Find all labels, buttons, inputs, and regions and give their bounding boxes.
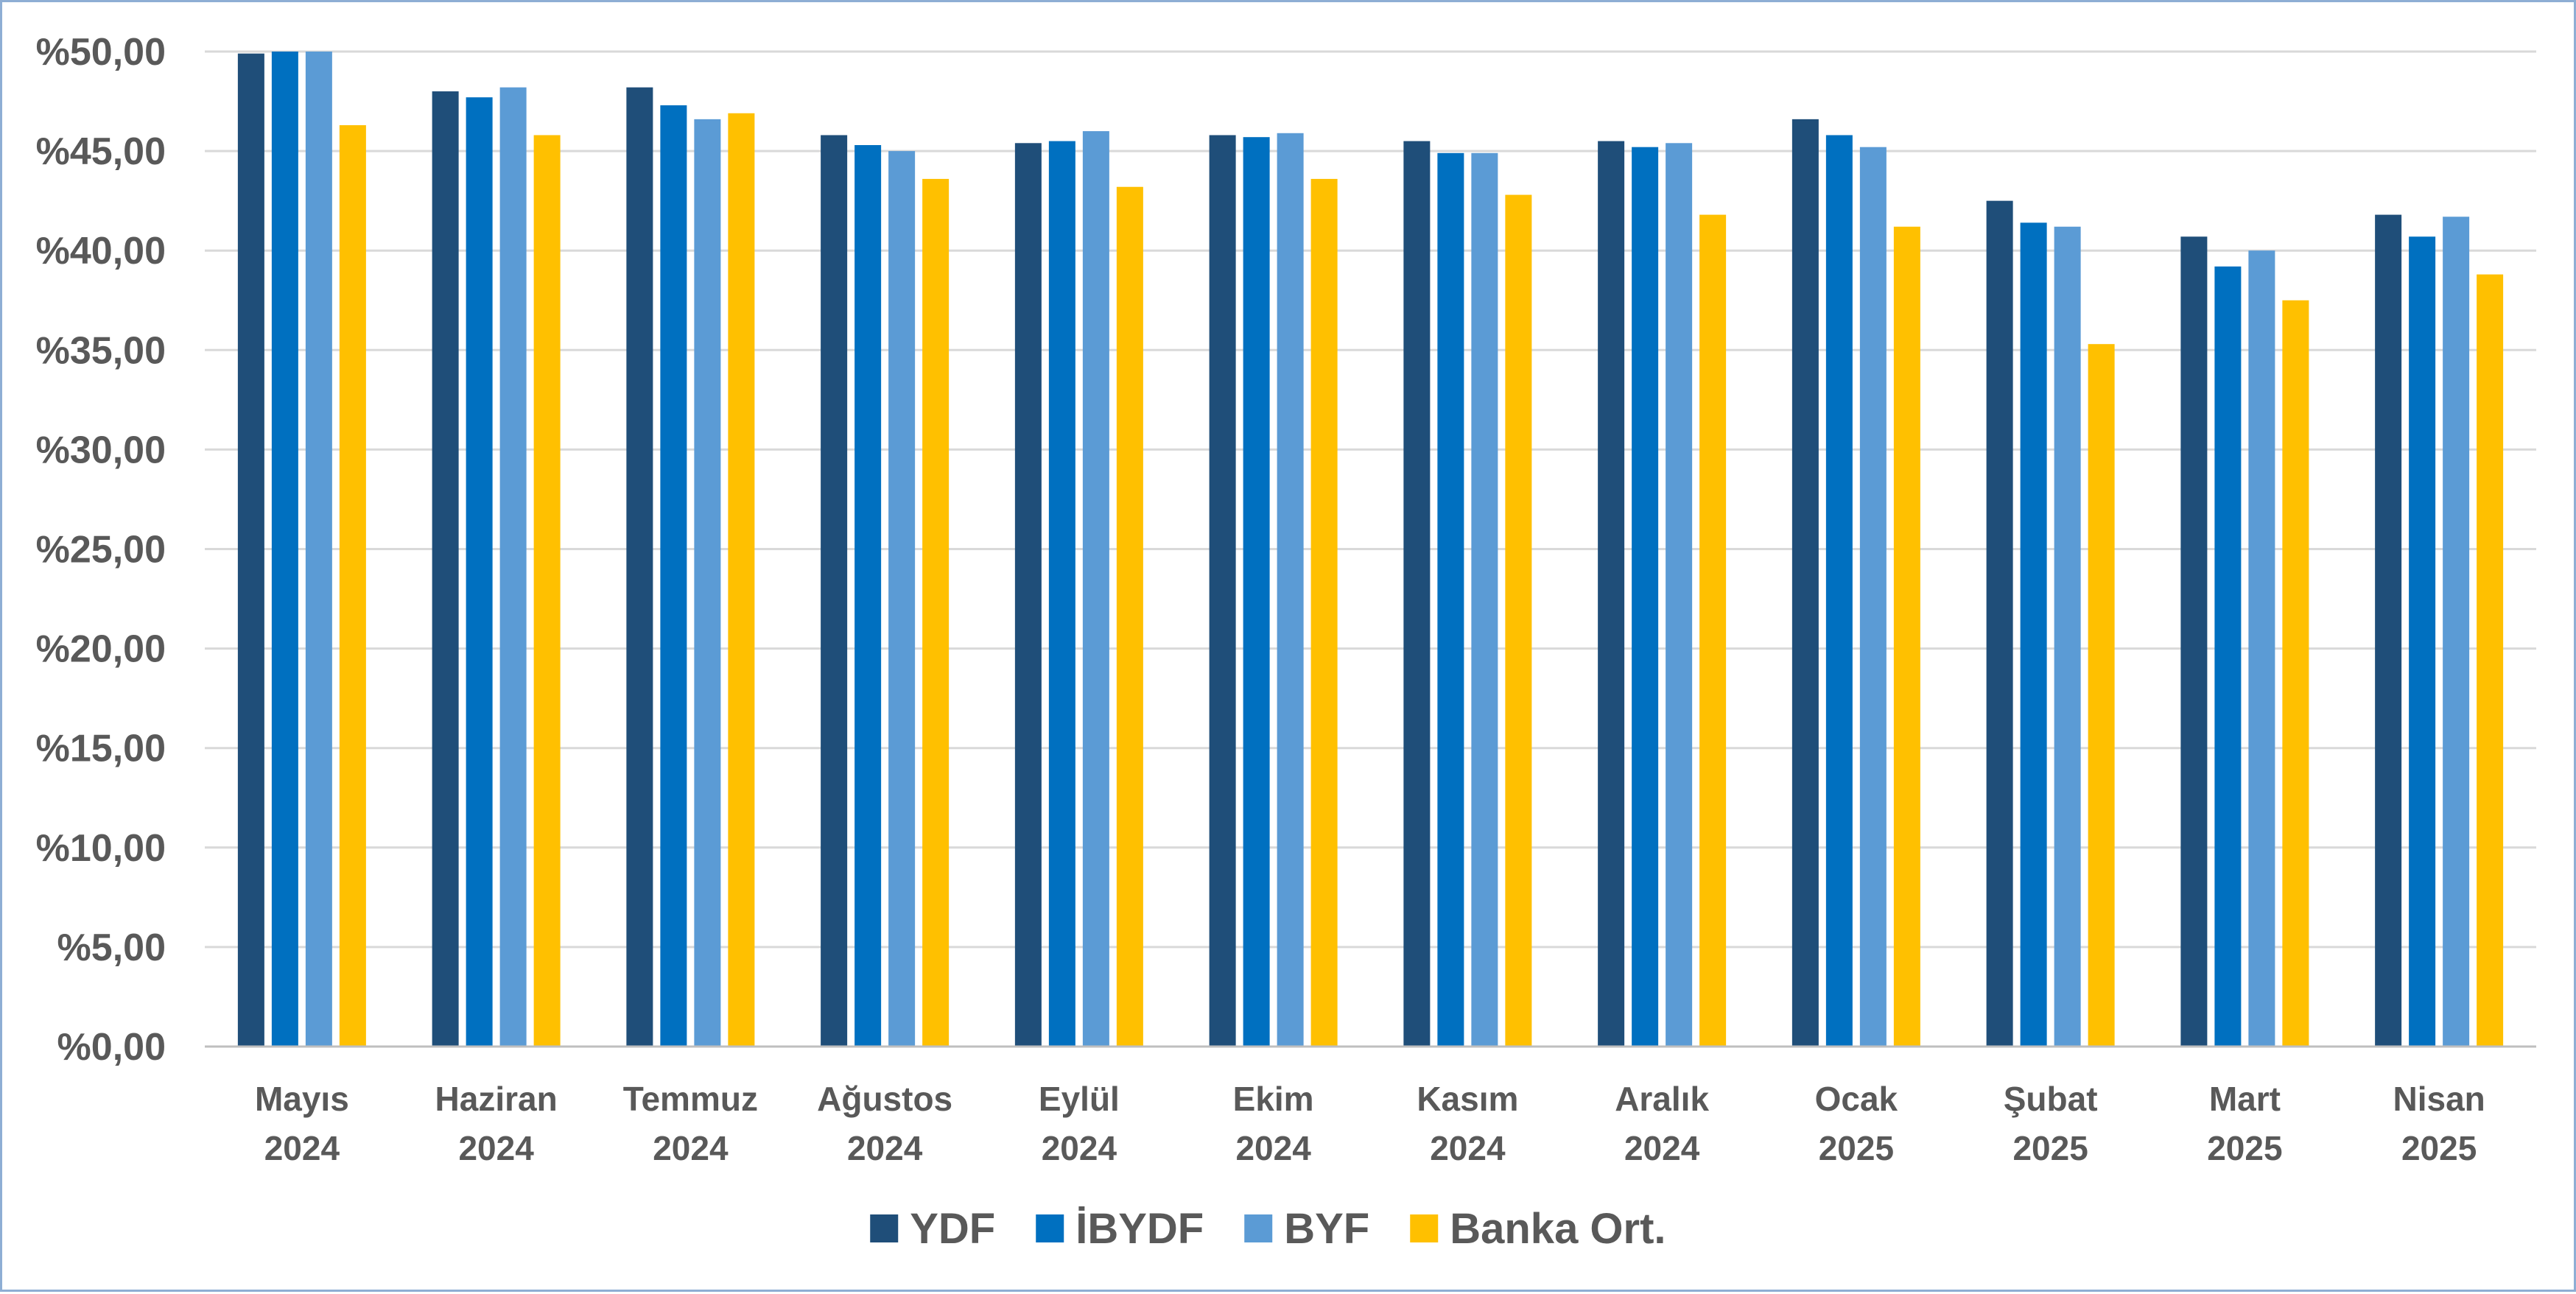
x-tick-label-mayis: Mayıs 2024 (255, 1080, 349, 1167)
x-tick-label-mart: Mart 2025 (2207, 1080, 2282, 1167)
bar-ibydf-agustos-2024 (854, 144, 882, 1047)
bar-byf-agustos-2024 (888, 151, 916, 1047)
bar-byf-kasim-2024 (1471, 152, 1498, 1047)
x-tick-label-ekim: Ekim 2024 (1233, 1080, 1314, 1167)
bar-banka-ort-aralik-2024 (1699, 214, 1727, 1047)
bar-byf-ekim-2024 (1277, 133, 1304, 1047)
bar-byf-ocak-2025 (1859, 147, 1887, 1047)
bar-ydf-kasim-2024 (1403, 141, 1431, 1047)
y-tick-label: %0,00 (57, 1026, 166, 1069)
bar-ibydf-haziran-2024 (466, 97, 493, 1047)
x-tick-label-eylul: Eylül 2024 (1039, 1080, 1120, 1167)
bar-ydf-haziran-2024 (432, 91, 459, 1047)
bar-byf-eylul-2024 (1082, 131, 1109, 1047)
x-tick-label-nisan: Nisan 2025 (2393, 1080, 2485, 1167)
bars (237, 52, 2504, 1047)
y-tick-label: %15,00 (36, 728, 166, 770)
bar-ibydf-subat-2025 (2020, 222, 2047, 1047)
y-axis-tick-labels: %0,00 %5,00 %10,00 %15,00 %20,00 %25,00 %30,00… (36, 31, 166, 1069)
legend-swatch (1410, 1214, 1439, 1242)
bar-byf-mayis-2024 (305, 52, 332, 1047)
bar-ibydf-nisan-2025 (2409, 236, 2436, 1047)
bar-ydf-temmuz-2024 (626, 87, 653, 1047)
bar-banka-ort-nisan-2025 (2477, 274, 2504, 1047)
bar-ibydf-ocak-2025 (1825, 135, 1853, 1047)
bar-banka-ort-kasim-2024 (1505, 194, 1532, 1047)
y-tick-label: %50,00 (36, 31, 166, 74)
bar-banka-ort-mayis-2024 (339, 124, 366, 1047)
bar-banka-ort-ocak-2025 (1893, 226, 1920, 1047)
bar-ydf-nisan-2025 (2375, 214, 2402, 1047)
legend-item-byf: BYF (1244, 1205, 1369, 1253)
bar-byf-haziran-2024 (499, 87, 527, 1047)
legend-swatch (1244, 1214, 1273, 1242)
x-tick-label-subat: Şubat 2025 (2004, 1080, 2098, 1167)
bar-byf-mart-2025 (2248, 250, 2275, 1047)
bar-banka-ort-mart-2025 (2282, 300, 2309, 1047)
bar-banka-ort-ekim-2024 (1310, 178, 1338, 1047)
x-tick-label-ocak: Ocak 2025 (1815, 1080, 1898, 1167)
legend-label: BYF (1284, 1205, 1369, 1253)
y-tick-label: %10,00 (36, 827, 166, 870)
x-tick-label-haziran: Haziran 2024 (435, 1080, 558, 1167)
y-tick-label: %40,00 (36, 230, 166, 272)
gridlines (205, 50, 2536, 949)
y-tick-label: %25,00 (36, 529, 166, 572)
bar-ibydf-mayis-2024 (271, 52, 298, 1047)
legend-item-ibydf: İBYDF (1036, 1205, 1204, 1253)
legend-item-banka-ort: Banka Ort. (1410, 1205, 1666, 1253)
bar-ibydf-temmuz-2024 (660, 105, 687, 1047)
x-tick-label-temmuz: Temmuz 2024 (623, 1080, 758, 1167)
x-tick-label-agustos: Ağustos 2024 (817, 1080, 952, 1167)
x-axis-tick-labels: Mayıs 2024 Haziran 2024 Temmuz 2024 Ağustos 202… (255, 1080, 2485, 1167)
y-tick-label: %30,00 (36, 429, 166, 471)
bar-ydf-mart-2025 (2180, 236, 2208, 1047)
x-tick-label-kasim: Kasım 2024 (1417, 1080, 1518, 1167)
bar-byf-nisan-2025 (2443, 217, 2470, 1047)
bar-byf-subat-2025 (2054, 226, 2081, 1047)
bar-banka-ort-eylul-2024 (1116, 186, 1143, 1047)
bar-ibydf-mart-2025 (2214, 266, 2242, 1047)
bar-banka-ort-haziran-2024 (533, 135, 561, 1047)
legend-item-ydf: YDF (870, 1205, 995, 1253)
bar-ibydf-kasim-2024 (1437, 152, 1464, 1047)
bar-ydf-eylul-2024 (1014, 143, 1042, 1047)
legend-label: Banka Ort. (1450, 1205, 1666, 1253)
bar-banka-ort-temmuz-2024 (728, 113, 755, 1047)
bar-banka-ort-subat-2025 (2088, 344, 2115, 1047)
legend-swatch (870, 1214, 899, 1242)
y-tick-label: %5,00 (57, 926, 166, 969)
y-tick-label: %35,00 (36, 329, 166, 372)
bar-byf-aralik-2024 (1666, 143, 1693, 1047)
bar-banka-ort-agustos-2024 (922, 178, 950, 1047)
bar-byf-temmuz-2024 (694, 119, 721, 1047)
legend-label: YDF (910, 1205, 995, 1253)
legend-label: İBYDF (1075, 1205, 1204, 1253)
legend-swatch (1036, 1214, 1064, 1242)
bar-ibydf-eylul-2024 (1048, 141, 1075, 1047)
bar-ibydf-ekim-2024 (1243, 137, 1270, 1047)
y-tick-label: %20,00 (36, 628, 166, 671)
bar-ibydf-aralik-2024 (1632, 147, 1659, 1047)
bar-ydf-subat-2025 (1986, 200, 2013, 1047)
x-tick-label-aralik: Aralık 2024 (1615, 1080, 1709, 1167)
bar-ydf-ekim-2024 (1209, 135, 1236, 1047)
y-tick-label: %45,00 (36, 130, 166, 173)
bar-ydf-aralik-2024 (1598, 141, 1625, 1047)
bar-ydf-mayis-2024 (237, 53, 264, 1047)
bar-ydf-ocak-2025 (1791, 119, 1819, 1047)
legend: YDF İBYDF BYF Banka Ort. (870, 1205, 1666, 1253)
bar-ydf-agustos-2024 (821, 135, 848, 1047)
